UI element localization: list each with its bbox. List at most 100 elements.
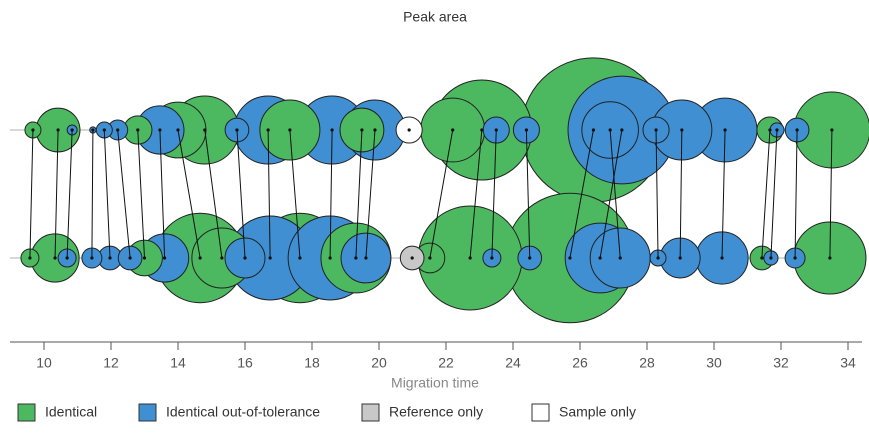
match-link	[721, 129, 726, 259]
peak-apex	[288, 128, 292, 132]
match-link	[66, 129, 73, 259]
x-axis-label: Migration time	[391, 375, 479, 391]
peak-apex	[298, 256, 302, 260]
peak-apex	[524, 128, 529, 132]
peak-apex	[680, 128, 684, 132]
match-link	[289, 129, 301, 259]
peak-apex	[723, 128, 727, 132]
peak-apex	[235, 128, 239, 132]
peak-apex	[768, 128, 772, 132]
match-link	[491, 129, 497, 259]
peak-apex	[158, 128, 162, 132]
peak-apex	[407, 128, 411, 132]
peak-apex	[243, 256, 247, 260]
peak-apex	[91, 128, 95, 132]
peak-apex	[354, 256, 358, 260]
peak-apex	[116, 128, 120, 132]
peak-apex	[70, 128, 74, 132]
peak-apex	[760, 256, 764, 260]
peak-apex	[102, 128, 106, 132]
x-tick-label: 16	[237, 355, 253, 371]
peak-apex	[266, 128, 270, 132]
peak-apex	[828, 256, 832, 260]
peak-apex	[364, 256, 368, 260]
match-link	[236, 129, 246, 259]
x-tick-label: 10	[36, 355, 52, 371]
peak-apex	[268, 256, 272, 260]
match-link	[204, 129, 223, 259]
peak-apex	[198, 256, 202, 260]
x-tick-label: 20	[371, 355, 387, 371]
match-link	[103, 129, 111, 259]
peak-apex	[108, 256, 112, 260]
peak-apex	[203, 128, 207, 132]
match-link	[91, 129, 94, 259]
peak-apex	[528, 256, 532, 260]
peak-apex	[468, 256, 472, 260]
peak-apex	[775, 128, 779, 132]
x-tick-label: 22	[438, 355, 454, 371]
match-link	[365, 129, 376, 259]
x-tick-label: 12	[103, 355, 119, 371]
peak-apex	[56, 128, 60, 132]
match-link	[177, 129, 201, 259]
match-link	[159, 129, 166, 259]
peak-apex	[678, 256, 682, 260]
peak-apex	[769, 256, 773, 260]
peak-apex	[620, 128, 624, 132]
peak-apex	[608, 128, 612, 132]
x-tick-label: 32	[773, 355, 789, 371]
match-link	[829, 129, 833, 259]
peak-apex	[494, 128, 498, 132]
x-tick-label: 26	[572, 355, 588, 371]
match-link	[429, 129, 454, 259]
peak-apex	[793, 256, 797, 260]
match-link	[267, 129, 271, 259]
match-link	[569, 129, 594, 259]
x-tick-label: 28	[639, 355, 655, 371]
peak-apex	[480, 128, 484, 132]
peak-apex	[598, 256, 602, 260]
match-link	[655, 129, 659, 259]
match-link	[137, 129, 145, 259]
peak-apex	[618, 256, 622, 260]
peak-apex	[136, 128, 140, 132]
legend-swatch	[138, 403, 157, 422]
match-link	[599, 129, 623, 259]
peak-apex	[428, 256, 432, 260]
legend-swatch	[361, 403, 380, 422]
match-link	[355, 129, 363, 259]
peak-apex	[795, 128, 799, 132]
match-link	[117, 129, 131, 259]
x-tick-label: 24	[505, 355, 521, 371]
legend-label: Sample only	[559, 404, 636, 420]
match-link	[609, 129, 621, 259]
peak-apex	[28, 256, 32, 260]
peak-apex	[373, 128, 377, 132]
chart-title: Peak area	[403, 9, 467, 25]
peak-apex	[451, 128, 455, 132]
match-link	[54, 129, 59, 259]
peak-apex	[656, 256, 660, 260]
x-tick-label: 14	[170, 355, 186, 371]
peak-apex	[176, 128, 180, 132]
peak-apex	[65, 256, 69, 260]
match-link	[770, 129, 778, 259]
peak-apex	[330, 128, 334, 132]
peak-apex	[53, 256, 57, 260]
x-tick-label: 18	[304, 355, 320, 371]
match-link	[29, 129, 34, 259]
peak-apex	[830, 128, 834, 132]
legend-label: Identical out-of-tolerance	[166, 404, 320, 420]
peak-apex	[220, 256, 224, 260]
peak-apex	[410, 256, 414, 260]
match-link	[761, 129, 771, 259]
peak-apex	[490, 256, 494, 260]
match-link	[469, 129, 483, 259]
match-link	[679, 129, 683, 259]
peak-apex	[654, 128, 658, 132]
match-link	[525, 129, 531, 259]
peak-apex	[328, 256, 332, 260]
